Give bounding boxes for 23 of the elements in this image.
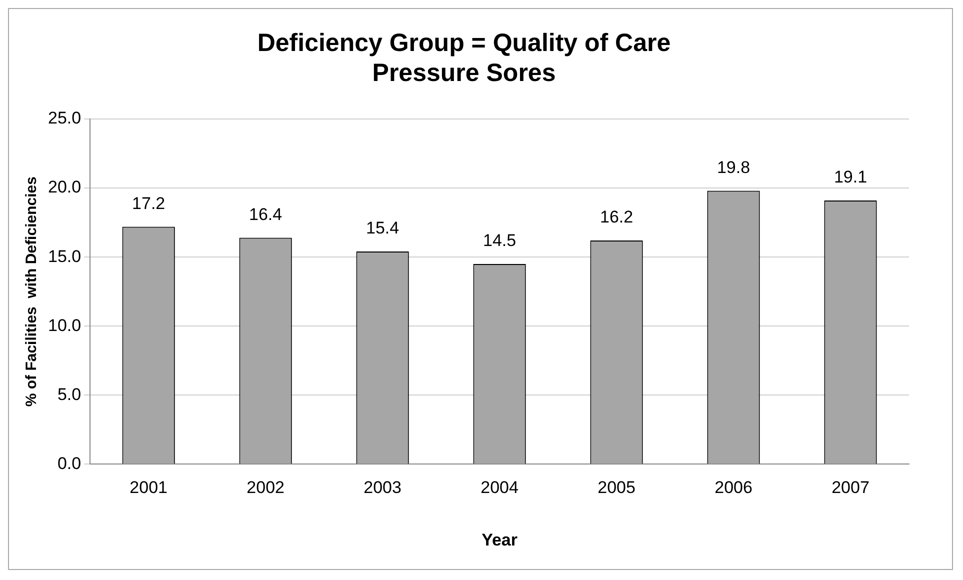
data-label: 17.2 (132, 194, 166, 213)
x-tick-label: 2002 (246, 478, 284, 498)
data-label: 19.8 (716, 158, 750, 177)
x-tick-label: 2005 (598, 478, 636, 498)
x-tick-label: 2003 (364, 478, 402, 498)
y-tick-label: 0.0 (57, 454, 82, 473)
y-tick-label: 5.0 (57, 384, 82, 404)
y-tick-label: 25.0 (48, 108, 82, 128)
y-tick-label: 15.0 (48, 246, 82, 266)
data-label: 16.4 (249, 204, 282, 224)
x-tick-label: 2006 (714, 478, 752, 498)
data-label: 14.5 (482, 231, 516, 250)
x-tick-label: 2007 (832, 478, 870, 498)
y-tick-label: 20.0 (48, 178, 82, 197)
data-label: 15.4 (366, 218, 400, 238)
data-label: 19.1 (834, 168, 868, 187)
x-tick-label: 2004 (480, 478, 518, 498)
data-label: 16.2 (600, 208, 634, 227)
y-axis-title: % of Facilities with Deficiencies (23, 176, 40, 407)
x-axis-title: Year (482, 530, 518, 550)
x-tick-label: 2001 (130, 478, 168, 498)
chart-title: Deficiency Group = Quality of Care Pressure Sores (257, 28, 671, 87)
y-tick-label: 10.0 (48, 316, 82, 335)
